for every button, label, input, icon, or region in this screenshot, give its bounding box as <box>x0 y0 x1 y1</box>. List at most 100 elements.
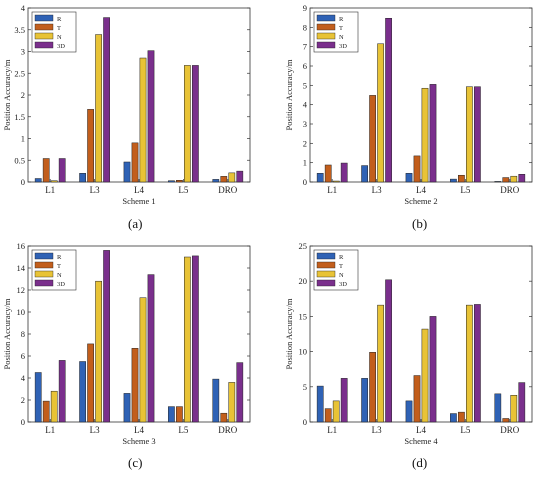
x-tick-label: DRO <box>500 425 520 435</box>
y-axis-label: Position Accuracy/m <box>2 298 12 369</box>
y-tick-label: 10 <box>299 347 308 357</box>
bar-L3-3D <box>385 17 392 183</box>
chart-panel-d: 0 5 10 15 20 25 Position Accuracy/m L1 L3 L4 L5 DRO… <box>284 241 533 446</box>
legend-swatch-3D <box>34 279 54 287</box>
y-tick-label: 8 <box>303 22 307 32</box>
x-axis-label: Scheme 3 <box>122 436 155 446</box>
y-tick-label: 20 <box>299 276 308 286</box>
y-tick-label: 4 <box>21 373 26 383</box>
x-tick-label: DRO <box>218 425 238 435</box>
bar-L4-T <box>131 348 139 423</box>
bar-L3-3D <box>103 250 110 423</box>
x-tick-label: L3 <box>372 425 382 435</box>
bar-DRO-T <box>502 177 510 183</box>
bar-L5-R <box>168 180 175 183</box>
bar-L3-3D <box>103 17 110 183</box>
bar-L5-T <box>176 406 183 423</box>
legend-label-3D: 3D <box>57 43 65 50</box>
y-tick-label: 6 <box>21 351 25 361</box>
bar-L4-3D <box>147 50 155 183</box>
bar-L3-R <box>79 173 86 183</box>
bar-L1-R <box>34 178 42 183</box>
bar-DRO-R <box>494 181 502 183</box>
x-tick-label: L1 <box>327 185 337 195</box>
x-tick-label: L1 <box>45 425 55 435</box>
bar-L1-T <box>324 408 332 423</box>
legend-swatch-3D <box>316 41 336 49</box>
bar-L4-3D <box>147 274 155 423</box>
bar-L4-R <box>123 393 131 423</box>
bar-DRO-R <box>212 378 220 423</box>
legend-label-R: R <box>57 254 62 261</box>
bar-L3-R <box>361 378 368 423</box>
legend-label-R: R <box>339 254 344 261</box>
legend-label-T: T <box>339 263 343 270</box>
y-tick-label: 25 <box>299 241 308 251</box>
bar-L1-N <box>50 180 58 183</box>
chart-panel-c: 0 2 4 6 8 10 12 14 16 Position Accuracy/m L1 L3 L4 L5… <box>2 241 251 446</box>
bar-L3-R <box>361 165 368 183</box>
y-tick-label: 5 <box>303 80 307 90</box>
y-tick-label: 9 <box>303 3 307 13</box>
legend-label-N: N <box>57 34 62 41</box>
legend-label-N: N <box>339 34 344 41</box>
bar-L3-3D <box>385 279 392 423</box>
bar-L5-R <box>168 406 175 423</box>
chart-panel-a: 0 0.5 1 1.5 2 2.5 3 3.5 4 Position Accuracy/m L1 L3… <box>2 3 251 206</box>
y-tick-label: 8 <box>21 329 25 339</box>
bar-DRO-3D <box>518 382 526 423</box>
legend-label-R: R <box>57 16 62 23</box>
legend-label-N: N <box>339 272 344 279</box>
bar-L4-R <box>123 161 131 183</box>
x-tick-label: L1 <box>45 185 55 195</box>
y-tick-label: 1.5 <box>14 112 25 122</box>
x-tick-label: L4 <box>416 185 426 195</box>
legend-label-3D: 3D <box>339 43 347 50</box>
bar-L3-T <box>87 343 94 423</box>
y-tick-label: 1 <box>21 134 25 144</box>
bar-L3-N <box>95 34 102 183</box>
bar-L4-N <box>139 57 147 183</box>
bar-DRO-3D <box>518 174 526 183</box>
y-tick-label: 2 <box>21 90 25 100</box>
bar-DRO-N <box>228 382 236 423</box>
y-tick-label: 0 <box>21 417 25 427</box>
bar-L1-T <box>42 158 50 183</box>
bar-L1-N <box>50 390 58 423</box>
bar-L4-N <box>421 328 429 423</box>
bar-DRO-N <box>228 172 236 183</box>
legend-label-T: T <box>57 25 61 32</box>
x-tick-label: L5 <box>460 425 470 435</box>
bar-L5-R <box>450 178 457 183</box>
y-tick-label: 4 <box>303 100 308 110</box>
bar-L5-R <box>450 413 457 423</box>
bar-L4-T <box>413 375 421 423</box>
bar-L3-R <box>79 361 86 423</box>
bar-L4-N <box>421 87 429 183</box>
bar-L3-T <box>87 109 94 183</box>
bar-L5-3D <box>192 65 199 183</box>
bar-L5-3D <box>474 304 481 423</box>
bar-L4-T <box>413 155 421 183</box>
y-axis-label: Position Accuracy/m <box>284 59 294 130</box>
legend-swatch-T <box>316 23 336 31</box>
bar-L5-N <box>184 256 191 423</box>
bar-L5-N <box>466 86 473 183</box>
x-tick-label: L4 <box>134 425 144 435</box>
bar-DRO-T <box>220 412 228 423</box>
y-tick-label: 2.5 <box>14 68 25 78</box>
x-tick-label: L4 <box>134 185 144 195</box>
legend-swatch-R <box>34 14 54 22</box>
y-tick-label: 3.5 <box>14 25 25 35</box>
bar-L1-3D <box>340 162 348 183</box>
legend-swatch-N <box>316 32 336 40</box>
bar-DRO-R <box>212 179 220 183</box>
legend-swatch-N <box>34 270 54 278</box>
x-tick-label: L5 <box>178 185 188 195</box>
x-tick-label: L3 <box>372 185 382 195</box>
bar-L3-T <box>369 352 376 423</box>
x-axis-label: Scheme 4 <box>404 436 438 446</box>
bar-L1-R <box>34 372 42 423</box>
bar-L4-T <box>131 142 139 183</box>
